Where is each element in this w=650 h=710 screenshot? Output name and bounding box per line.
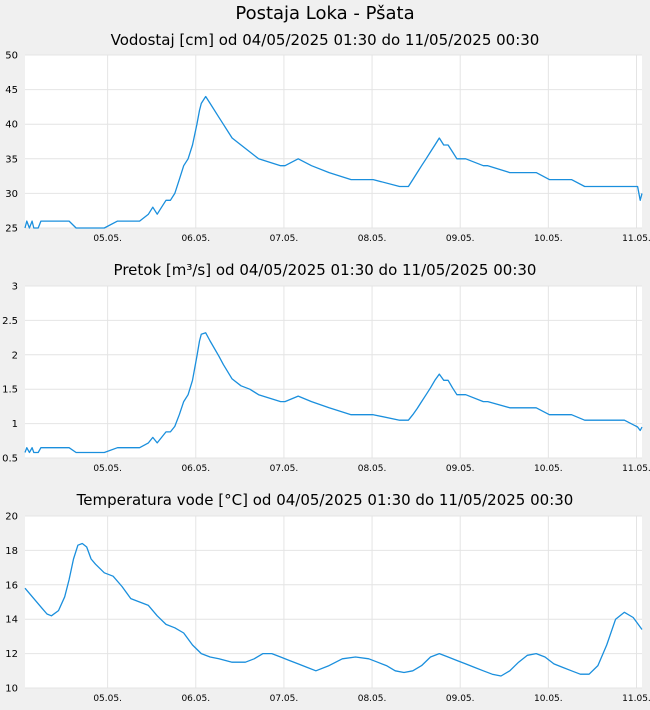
y-tick-label: 0.5 [2,454,18,465]
x-tick-label: 06.05. [181,464,210,474]
y-tick-label: 45 [5,85,18,96]
x-tick-label: 09.05. [446,694,475,704]
x-tick-label: 06.05. [181,234,210,244]
x-tick-label: 08.05. [358,234,387,244]
y-tick-label: 12 [5,649,18,660]
x-tick-label: 07.05. [270,234,299,244]
y-tick-label: 14 [5,615,18,626]
plot-area-water-temperature [25,516,642,688]
x-tick-label: 09.05. [446,464,475,474]
x-tick-label: 05.05. [93,464,122,474]
x-tick-label: 08.05. [358,694,387,704]
x-tick-label: 11.05. [622,234,650,244]
series-line-water-temperature [24,542,643,677]
x-tick-label: 05.05. [93,234,122,244]
y-tick-label: 50 [5,51,18,62]
panel-title-discharge: Pretok [m³/s] od 04/05/2025 01:30 do 11/… [113,261,537,279]
panel-title-water-temperature: Temperatura vode [°C] od 04/05/2025 01:3… [76,491,574,509]
x-tick-label: 10.05. [534,234,563,244]
x-tick-label: 11.05. [622,694,650,704]
y-tick-label: 16 [5,580,18,591]
plot-area-water-level [25,55,642,228]
y-tick-label: 18 [5,546,18,557]
y-tick-label: 1 [12,419,18,430]
y-tick-label: 10 [5,684,18,695]
y-tick-label: 40 [5,120,18,131]
y-tick-label: 2.5 [2,316,18,327]
x-tick-label: 10.05. [534,694,563,704]
panel-title-water-level: Vodostaj [cm] od 04/05/2025 01:30 do 11/… [110,31,540,49]
x-tick-label: 08.05. [358,464,387,474]
y-tick-label: 1.5 [2,385,18,396]
plot-area-discharge [25,286,642,458]
page-title: Postaja Loka - Pšata [235,3,415,24]
y-tick-label: 20 [5,512,18,523]
series-line-discharge [24,332,643,454]
x-tick-label: 07.05. [270,464,299,474]
x-tick-label: 06.05. [181,694,210,704]
x-tick-label: 05.05. [93,694,122,704]
y-tick-label: 3 [12,282,18,293]
x-tick-label: 11.05. [622,464,650,474]
y-tick-label: 30 [5,189,18,200]
series-line-water-level [24,95,643,229]
y-tick-label: 2 [12,350,18,361]
x-tick-label: 09.05. [446,234,475,244]
y-tick-label: 25 [5,224,18,235]
x-tick-label: 07.05. [270,694,299,704]
y-tick-label: 35 [5,154,18,165]
x-tick-label: 10.05. [534,464,563,474]
